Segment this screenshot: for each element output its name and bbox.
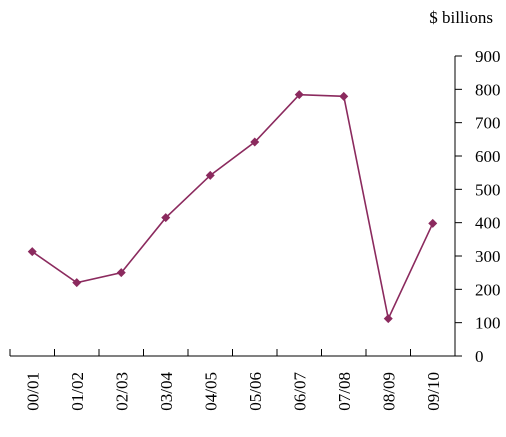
- data-point-marker: [27, 247, 37, 257]
- x-tick-label: 00/01: [23, 372, 42, 411]
- y-tick-label: 200: [475, 280, 501, 299]
- y-tick-label: 400: [475, 214, 501, 233]
- x-tick-label: 08/09: [379, 372, 398, 411]
- series-line: [31, 93, 434, 322]
- data-point-marker: [383, 314, 393, 324]
- y-ticks: 0 100 200 300 400 500 600 700 800 900: [455, 47, 501, 366]
- data-point-marker: [72, 278, 82, 288]
- data-point-marker: [250, 137, 260, 147]
- x-tick-label: 09/10: [424, 372, 443, 411]
- x-tick-label: 06/07: [290, 372, 309, 411]
- x-tick-label: 03/04: [157, 372, 176, 411]
- data-point-marker: [294, 90, 304, 100]
- y-tick-label: 500: [475, 180, 501, 199]
- data-point-marker: [205, 170, 215, 180]
- y-tick-label: 100: [475, 314, 501, 333]
- x-tick-label: 02/03: [112, 372, 131, 411]
- x-ticks: 00/01 01/02 02/03 03/04 04/05 05/06 06/07 07/08…: [9, 349, 456, 411]
- y-tick-label: 800: [475, 80, 501, 99]
- data-point-marker: [116, 268, 126, 278]
- data-point-marker: [161, 213, 171, 223]
- data-point-marker: [339, 91, 349, 101]
- y-tick-label: 700: [475, 114, 501, 133]
- axes: [10, 56, 456, 357]
- y-tick-label: 300: [475, 247, 501, 266]
- y-tick-label: 600: [475, 147, 501, 166]
- y-tick-label: 900: [475, 47, 501, 66]
- y-tick-label: 0: [475, 347, 484, 366]
- x-tick-label: 04/05: [201, 372, 220, 411]
- x-tick-label: 01/02: [68, 372, 87, 411]
- data-point-marker: [428, 218, 438, 228]
- x-tick-label: 07/08: [335, 372, 354, 411]
- x-tick-label: 05/06: [246, 372, 265, 411]
- y-unit-label: $ billions: [429, 8, 493, 27]
- series: [27, 90, 438, 324]
